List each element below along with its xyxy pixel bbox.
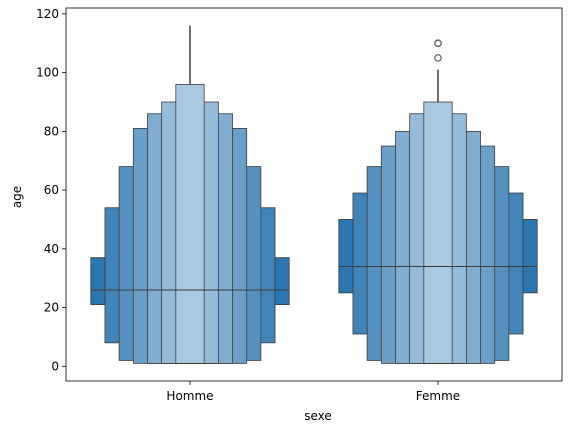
axes-frame bbox=[65, 7, 563, 382]
y-tick-label: 40 bbox=[44, 242, 59, 256]
y-tick-label: 0 bbox=[51, 359, 59, 373]
axes: 0 20 40 60 80 100 120 Homme Femme bbox=[36, 7, 563, 403]
y-tick-label: 20 bbox=[44, 301, 59, 315]
y-tick-label: 60 bbox=[44, 183, 59, 197]
outlier-point bbox=[434, 39, 442, 48]
y-tick-label: 80 bbox=[44, 124, 59, 138]
x-axis-label: sexe bbox=[304, 409, 332, 423]
x-tick-label: Homme bbox=[166, 389, 213, 403]
boxen-box bbox=[423, 101, 453, 364]
boxen-box bbox=[175, 83, 205, 364]
x-tick-label: Femme bbox=[416, 389, 460, 403]
y-axis-label: age bbox=[10, 186, 24, 208]
y-tick-label: 100 bbox=[36, 66, 59, 80]
y-tick-label: 120 bbox=[36, 7, 59, 21]
outlier-point bbox=[434, 54, 442, 62]
plot-area bbox=[90, 25, 538, 364]
